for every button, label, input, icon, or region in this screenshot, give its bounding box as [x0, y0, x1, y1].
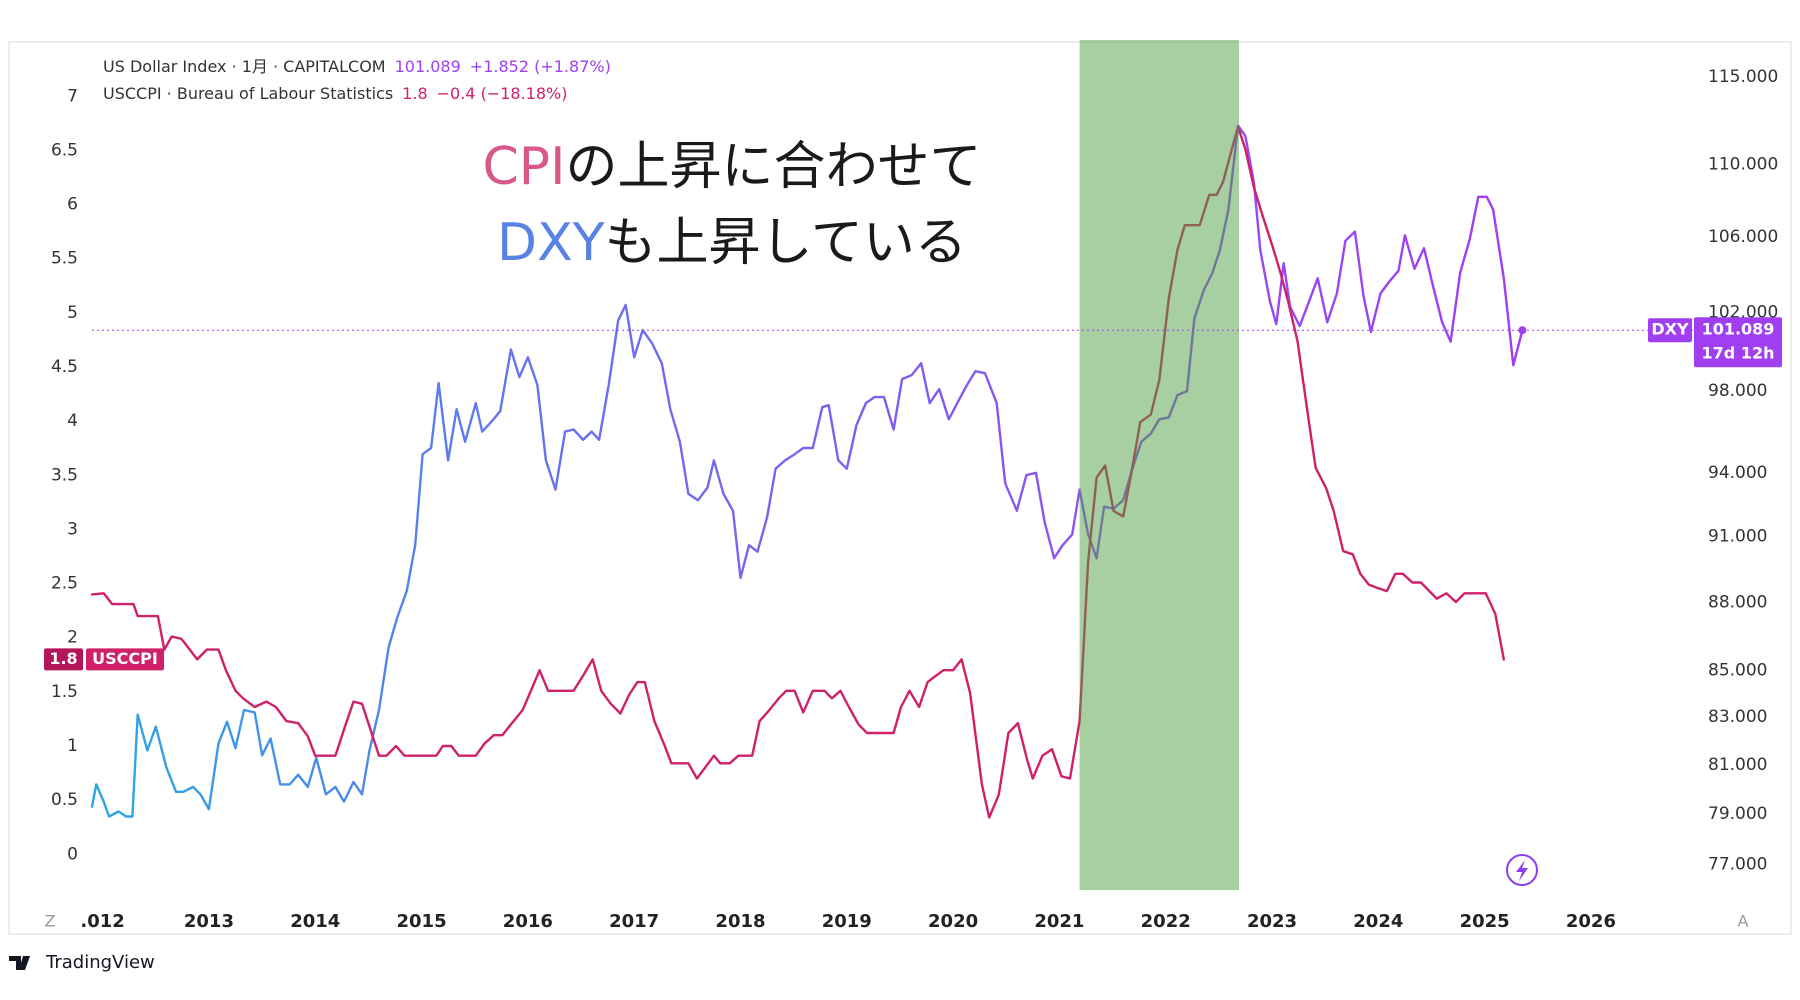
y-tick-label: 1.5	[51, 682, 78, 702]
x-tick-label: 2023	[1247, 911, 1297, 932]
annotation-part: CPI	[482, 137, 565, 197]
x-tick-label: 2016	[503, 911, 553, 932]
y-tick-label: 6	[67, 195, 78, 215]
series-line	[90, 125, 1505, 819]
brand-mark	[9, 956, 30, 970]
annotation-part: の上昇に合わせて	[566, 137, 982, 197]
y2-tick-label: 83.000	[1708, 707, 1767, 727]
y-tick-label: 7	[67, 86, 78, 106]
lightning-icon[interactable]	[1516, 860, 1528, 881]
legend-value: 101.089	[395, 57, 461, 76]
last-value-dot	[1518, 326, 1527, 335]
tag-countdown: 17d 12h	[1702, 344, 1775, 363]
legend-entry: USCCPI · Bureau of Labour Statistics 1.8−…	[103, 84, 567, 103]
annotation-line: CPIの上昇に合わせて	[482, 137, 981, 197]
y2-tick-label: 81.000	[1708, 755, 1767, 775]
tag-name-box	[86, 648, 164, 671]
y-tick-label: 4	[67, 411, 78, 431]
brand-logo	[9, 956, 30, 970]
series-line	[90, 124, 1524, 818]
x-tick-label: 2022	[1141, 911, 1191, 932]
y-tick-label: 1	[67, 736, 78, 756]
legend-change: +1.852 (+1.87%)	[470, 57, 611, 76]
x-tick-label: 2020	[928, 911, 978, 932]
annotation-line: DXYも上昇している	[497, 213, 967, 273]
annotation-part: も上昇している	[604, 213, 966, 273]
y2-tick-label: 85.000	[1708, 660, 1767, 680]
legend-entry: US Dollar Index · 1月 · CAPITALCOM 101.089…	[103, 57, 611, 76]
tag-value: 101.089	[1702, 320, 1775, 339]
y-tick-label: 2	[67, 628, 78, 648]
y-tick-label: 5.5	[51, 249, 78, 269]
brand-name: TradingView	[45, 952, 155, 973]
highlight-band	[1079, 40, 1240, 890]
tag-name-box	[1648, 318, 1692, 343]
y2-tick-label: 88.000	[1708, 592, 1767, 612]
lightning-button[interactable]	[1506, 854, 1538, 886]
y-tick-label: 3	[67, 519, 78, 539]
x-tick-label: 2017	[609, 911, 659, 932]
y2-tick-label: 77.000	[1708, 854, 1767, 874]
y2-tick-label: 115.000	[1708, 67, 1778, 87]
y-tick-label: 5	[67, 303, 78, 323]
x-tick-label: 2018	[715, 911, 765, 932]
y2-tick-label: 79.000	[1708, 804, 1767, 824]
tag-value-box	[44, 648, 83, 671]
tag-value-box	[1694, 317, 1782, 368]
y-tick-label: 0	[67, 844, 78, 864]
x-tick-label: 2025	[1460, 911, 1510, 932]
auto-button[interactable]: A	[1738, 912, 1749, 931]
scale-button[interactable]: Z	[45, 912, 56, 931]
x-tick-label: 2026	[1566, 911, 1616, 932]
tag-name: USCCPI	[92, 649, 158, 668]
chart-frame	[8, 41, 1792, 935]
y-tick-label: 2.5	[51, 574, 78, 594]
legend-name: US Dollar Index · 1月 · CAPITALCOM	[103, 57, 386, 76]
x-tick-label: .012	[80, 911, 124, 932]
x-tick-label: 2021	[1034, 911, 1084, 932]
x-tick-label: 2013	[184, 911, 234, 932]
y-tick-label: 0.5	[51, 790, 78, 810]
x-tick-label: 2019	[822, 911, 872, 932]
x-tick-label: 2024	[1353, 911, 1403, 932]
y-tick-label: 3.5	[51, 465, 78, 485]
legend-value: 1.8	[402, 84, 427, 103]
y-tick-label: 6.5	[51, 140, 78, 160]
annotation-part: DXY	[497, 213, 605, 273]
y2-tick-label: 91.000	[1708, 527, 1767, 547]
x-tick-label: 2015	[397, 911, 447, 932]
y2-tick-label: 94.000	[1708, 463, 1767, 483]
legend-name: USCCPI · Bureau of Labour Statistics	[103, 84, 393, 103]
tag-name: DXY	[1651, 320, 1689, 339]
y-tick-label: 4.5	[51, 357, 78, 377]
y2-tick-label: 98.000	[1708, 381, 1767, 401]
legend-change: −0.4 (−18.18%)	[437, 84, 568, 103]
y2-tick-label: 106.000	[1708, 227, 1778, 247]
x-tick-label: 2014	[290, 911, 340, 932]
y2-tick-label: 110.000	[1708, 154, 1778, 174]
tag-value: 1.8	[49, 649, 77, 668]
